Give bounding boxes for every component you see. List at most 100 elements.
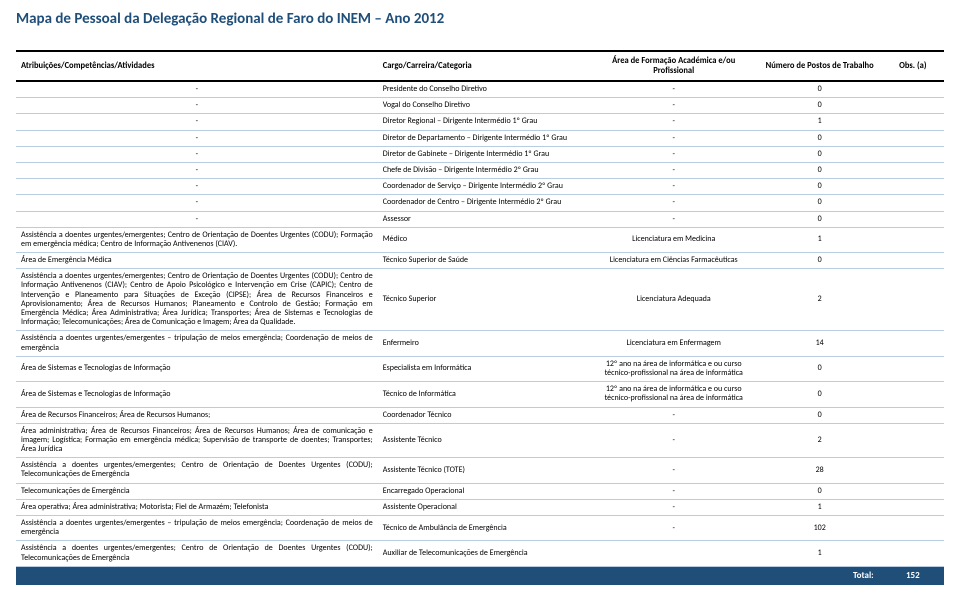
cell-num: 0 bbox=[758, 146, 882, 162]
cell-area: Licenciatura em Medicina bbox=[590, 227, 758, 252]
cell-num: 0 bbox=[758, 130, 882, 146]
cell-obs bbox=[882, 179, 944, 195]
header-obs: Obs. (a) bbox=[882, 51, 944, 81]
cell-area: - bbox=[590, 211, 758, 227]
table-row: -Diretor de Gabinete – Dirigente Intermé… bbox=[16, 146, 944, 162]
cell-cargo: Técnico Superior de Saúde bbox=[378, 253, 590, 269]
cell-cargo: Chefe de Divisão – Dirigente Intermédio … bbox=[378, 162, 590, 178]
cell-obs bbox=[882, 541, 944, 566]
cell-num: 0 bbox=[758, 162, 882, 178]
cell-area: - bbox=[590, 179, 758, 195]
cell-num: 0 bbox=[758, 179, 882, 195]
cell-obs bbox=[882, 227, 944, 252]
cell-area: 12º ano na área de informática e ou curs… bbox=[590, 356, 758, 381]
table-row: Assistência a doentes urgentes/emergente… bbox=[16, 458, 944, 483]
cell-cargo: Técnico de Informática bbox=[378, 382, 590, 407]
table-row: Telecomunicações de EmergênciaEncarregad… bbox=[16, 483, 944, 499]
cell-num: 1 bbox=[758, 541, 882, 566]
cell-obs bbox=[882, 499, 944, 515]
cell-num: 1 bbox=[758, 227, 882, 252]
cell-num: 0 bbox=[758, 253, 882, 269]
table-row: Assistência a doentes urgentes/emergente… bbox=[16, 227, 944, 252]
cell-atrib: Assistência a doentes urgentes/emergente… bbox=[16, 227, 378, 252]
page-title: Mapa de Pessoal da Delegação Regional de… bbox=[16, 10, 944, 28]
table-row: Área de Recursos Financeiros; Área de Re… bbox=[16, 407, 944, 423]
cell-obs bbox=[882, 331, 944, 356]
header-atrib: Atribuições/Competências/Atividades bbox=[16, 51, 378, 81]
cell-obs bbox=[882, 407, 944, 423]
table-header-row: Atribuições/Competências/Atividades Carg… bbox=[16, 51, 944, 81]
cell-atrib: Assistência a doentes urgentes/emergente… bbox=[16, 516, 378, 541]
cell-num: 0 bbox=[758, 211, 882, 227]
cell-atrib: - bbox=[16, 81, 378, 98]
cell-atrib: Assistência a doentes urgentes/emergente… bbox=[16, 331, 378, 356]
table-row: -Presidente do Conselho Diretivo-0 bbox=[16, 81, 944, 98]
cell-cargo: Coordenador Técnico bbox=[378, 407, 590, 423]
cell-area: Licenciatura em Ciências Farmacêuticas bbox=[590, 253, 758, 269]
cell-obs bbox=[882, 195, 944, 211]
cell-atrib: Área de Recursos Financeiros; Área de Re… bbox=[16, 407, 378, 423]
table-row: Assistência a doentes urgentes/emergente… bbox=[16, 331, 944, 356]
table-row: Área de Sistemas e Tecnologias de Inform… bbox=[16, 356, 944, 381]
cell-atrib: Assistência a doentes urgentes/emergente… bbox=[16, 269, 378, 331]
cell-num: 14 bbox=[758, 331, 882, 356]
table-row: Assistência a doentes urgentes/emergente… bbox=[16, 541, 944, 566]
cell-num: 0 bbox=[758, 356, 882, 381]
cell-area: - bbox=[590, 423, 758, 458]
pessoal-table: Atribuições/Competências/Atividades Carg… bbox=[16, 50, 944, 585]
cell-cargo: Médico bbox=[378, 227, 590, 252]
cell-atrib: - bbox=[16, 162, 378, 178]
cell-area: - bbox=[590, 162, 758, 178]
cell-num: 2 bbox=[758, 423, 882, 458]
total-row: Total: 152 bbox=[16, 566, 944, 585]
cell-num: 0 bbox=[758, 98, 882, 114]
table-row: Área administrativa; Área de Recursos Fi… bbox=[16, 423, 944, 458]
cell-atrib: Área de Emergência Médica bbox=[16, 253, 378, 269]
cell-area: - bbox=[590, 114, 758, 130]
cell-atrib: - bbox=[16, 195, 378, 211]
cell-cargo: Técnico de Ambulância de Emergência bbox=[378, 516, 590, 541]
cell-atrib: Área administrativa; Área de Recursos Fi… bbox=[16, 423, 378, 458]
cell-obs bbox=[882, 356, 944, 381]
cell-atrib: - bbox=[16, 211, 378, 227]
cell-obs bbox=[882, 114, 944, 130]
cell-atrib: - bbox=[16, 146, 378, 162]
table-row: -Coordenador de Serviço – Dirigente Inte… bbox=[16, 179, 944, 195]
header-cargo: Cargo/Carreira/Categoria bbox=[378, 51, 590, 81]
cell-cargo: Técnico Superior bbox=[378, 269, 590, 331]
table-row: Área de Sistemas e Tecnologias de Inform… bbox=[16, 382, 944, 407]
cell-num: 1 bbox=[758, 114, 882, 130]
cell-cargo: Encarregado Operacional bbox=[378, 483, 590, 499]
table-row: -Assessor-0 bbox=[16, 211, 944, 227]
table-row: -Coordenador de Centro – Dirigente Inter… bbox=[16, 195, 944, 211]
cell-obs bbox=[882, 81, 944, 98]
cell-obs bbox=[882, 269, 944, 331]
total-value: 152 bbox=[882, 566, 944, 585]
cell-obs bbox=[882, 162, 944, 178]
table-row: -Diretor Regional – Dirigente Intermédio… bbox=[16, 114, 944, 130]
cell-area: Licenciatura em Enfermagem bbox=[590, 331, 758, 356]
cell-atrib: Área operativa; Área administrativa; Mot… bbox=[16, 499, 378, 515]
cell-num: 0 bbox=[758, 195, 882, 211]
cell-area: - bbox=[590, 81, 758, 98]
cell-area: - bbox=[590, 98, 758, 114]
cell-cargo: Assistente Técnico bbox=[378, 423, 590, 458]
cell-area: 12º ano na área de informática e ou curs… bbox=[590, 382, 758, 407]
cell-num: 0 bbox=[758, 382, 882, 407]
cell-obs bbox=[882, 458, 944, 483]
header-num: Número de Postos de Trabalho bbox=[758, 51, 882, 81]
table-row: Assistência a doentes urgentes/emergente… bbox=[16, 269, 944, 331]
cell-obs bbox=[882, 253, 944, 269]
cell-num: 1 bbox=[758, 499, 882, 515]
cell-cargo: Coordenador de Serviço – Dirigente Inter… bbox=[378, 179, 590, 195]
cell-obs bbox=[882, 483, 944, 499]
cell-area: Licenciatura Adequada bbox=[590, 269, 758, 331]
cell-cargo: Diretor Regional – Dirigente Intermédio … bbox=[378, 114, 590, 130]
cell-area: - bbox=[590, 516, 758, 541]
cell-num: 0 bbox=[758, 483, 882, 499]
table-row: Área operativa; Área administrativa; Mot… bbox=[16, 499, 944, 515]
cell-cargo: Vogal do Conselho Diretivo bbox=[378, 98, 590, 114]
cell-atrib: Assistência a doentes urgentes/emergente… bbox=[16, 458, 378, 483]
cell-num: 102 bbox=[758, 516, 882, 541]
cell-obs bbox=[882, 516, 944, 541]
